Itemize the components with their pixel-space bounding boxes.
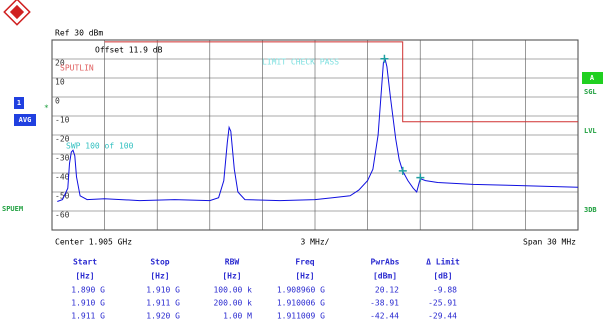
y-tick-label: -50 [55,192,70,201]
annotation: SWP 100 of 100 [66,142,134,151]
trace [104,41,578,123]
table-cell: 1.910006 G [277,299,325,308]
table-cell: 1.910 G [71,299,105,308]
y-tick-label: -10 [55,116,70,125]
ref-level: Ref 30 dBm [55,29,103,38]
plot: 20 10 0 -10 -20 -30 -40 -50 -60 SPUTLIN LIMIT CHEC… [51,39,579,231]
a-box [582,72,603,84]
marker [380,54,389,63]
table-unit: [dBm] [373,272,397,281]
table-cell: 1.911 G [71,312,105,321]
table-unit: [dB] [433,272,452,281]
marker [416,173,425,182]
marker-table: Start Stop RBW Freq PwrAbs Δ Limit [Hz] [Hz] [Hz… [71,257,460,321]
y-tick-label: 0 [55,97,60,106]
y-tick-label: -40 [55,173,70,182]
table-cell: -42.44 [370,312,399,321]
trace [57,57,579,202]
star: * [44,104,49,113]
sgl-label: SGL [584,88,597,96]
center-freq: Center 1.905 GHz [55,238,132,247]
trace-mode: AVG [19,116,32,124]
table-cell: -38.91 [370,299,399,308]
marker [398,166,407,175]
trace-box [14,97,24,109]
annotation: SPUTLIN [60,64,94,73]
mode-box [14,114,36,126]
annotation: LIMIT CHECK PASS [262,58,339,67]
table-cell: 200.00 k [213,299,252,308]
lvl-label: LVL [584,127,597,135]
y-tick-label: 20 [55,59,65,68]
table-header: Stop [150,258,169,267]
table-cell: 1.908960 G [277,286,325,295]
y-tick-label: -30 [55,154,70,163]
table-cell: 1.890 G [71,286,105,295]
table-header: PwrAbs [371,258,400,267]
table-cell: 1.911 G [146,299,180,308]
left-label: SPUEM [2,205,23,213]
table-cell: 1.911009 G [277,312,325,321]
per-div: 3 MHz/ [301,238,330,247]
table-cell: 1.920 G [146,312,180,321]
table-unit: [Hz] [222,272,241,281]
a-label: A [590,74,595,82]
table-unit: [Hz] [150,272,169,281]
table-header: Start [73,258,97,267]
y-tick-label: -60 [55,211,70,220]
table-cell: -9.88 [433,286,457,295]
logo [3,0,31,26]
span: Span 30 MHz [523,238,576,247]
y-tick-label: 10 [55,78,65,87]
table-cell: 1.910 G [146,286,180,295]
y-tick-label: -20 [55,135,70,144]
offset: Offset 11.9 dB [95,46,163,55]
table-header: Freq [295,258,314,267]
table-unit: [Hz] [75,272,94,281]
table-cell: -25.91 [428,299,457,308]
trace-number: 1 [17,99,21,107]
table-cell: 20.12 [375,286,399,295]
table-cell: -29.44 [428,312,457,321]
table-cell: 100.00 k [213,286,252,295]
3db-label: 3DB [584,206,597,214]
table-unit: [Hz] [295,272,314,281]
table-header: Δ Limit [426,257,460,267]
table-header: RBW [225,258,240,267]
table-cell: 1.00 M [223,312,252,321]
